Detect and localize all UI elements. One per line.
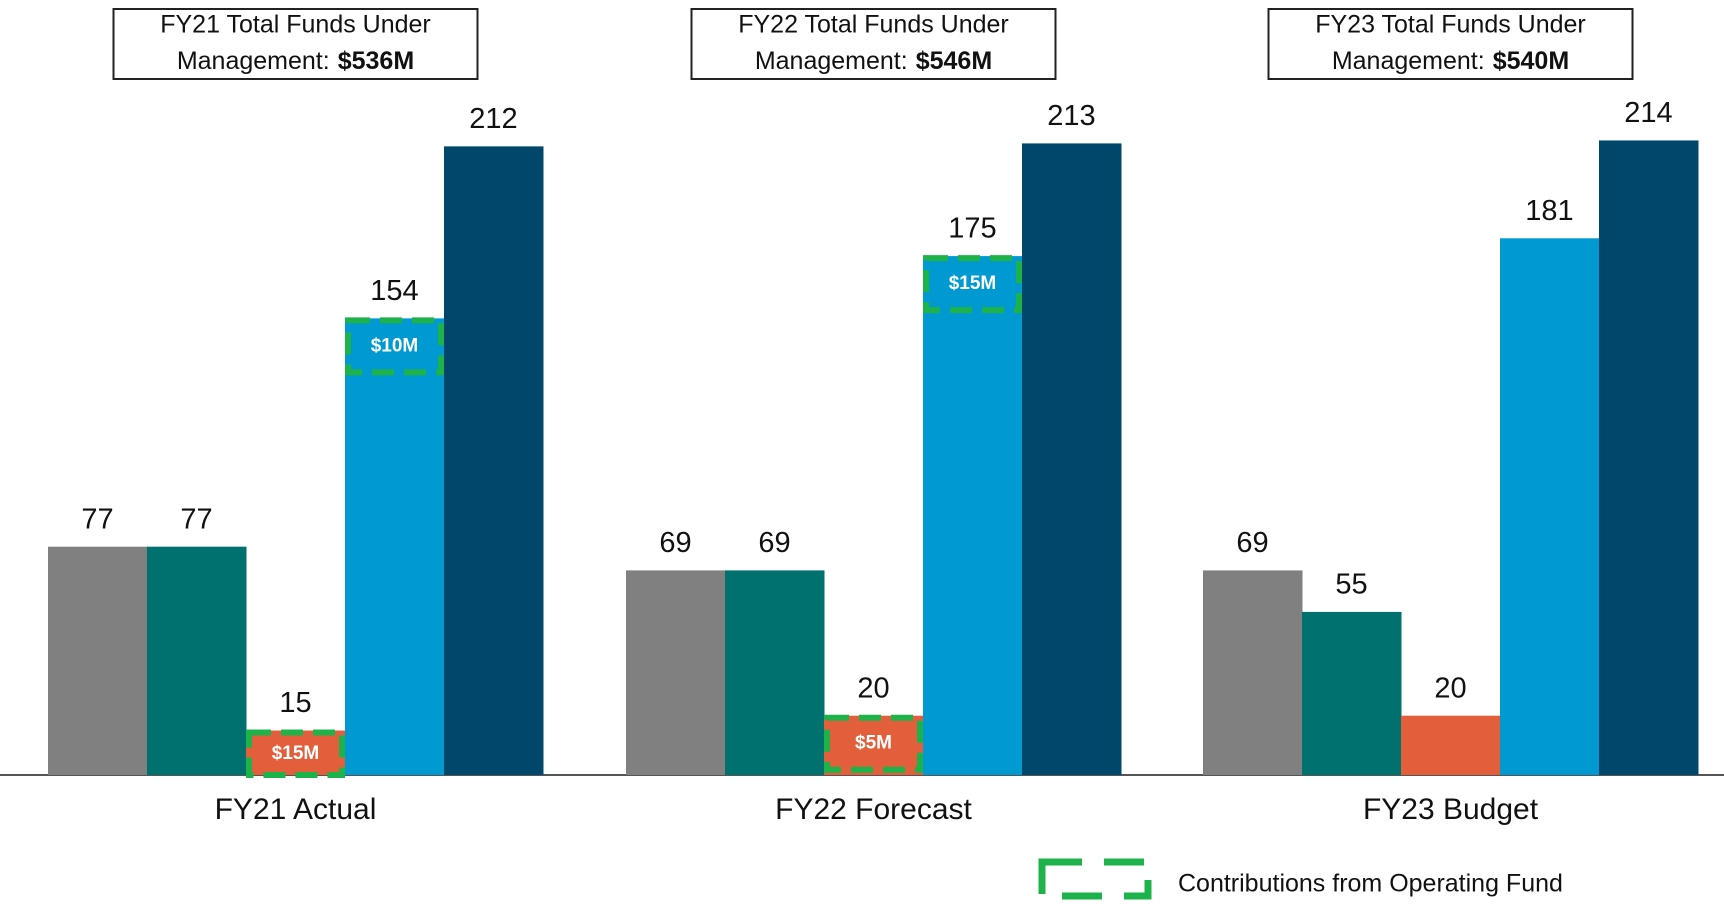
annotation-text: Management: (1332, 47, 1485, 75)
value-label: 213 (1047, 100, 1095, 132)
annotation-amount: $546M (916, 47, 992, 75)
bar (1203, 570, 1303, 775)
contribution-box (824, 714, 923, 773)
annotation-box (1267, 8, 1634, 80)
bar (444, 146, 544, 776)
bar (923, 256, 1023, 776)
annotation-line: FY22 Total Funds Under (738, 11, 1009, 39)
annotation-box (112, 8, 479, 80)
bar (147, 546, 247, 775)
annotation-text: Management: (177, 47, 330, 75)
value-label: 154 (370, 275, 418, 307)
contribution-label: $15M (272, 743, 320, 764)
x-tick-label: FY22 Forecast (775, 793, 972, 826)
bar (1401, 715, 1501, 775)
annotation-text: Management: (755, 47, 908, 75)
contribution-box (345, 317, 444, 376)
value-label: 175 (948, 213, 996, 245)
value-label: 55 (1335, 569, 1367, 601)
contribution-box (923, 255, 1022, 314)
value-label: 69 (659, 527, 691, 559)
value-label: 69 (758, 527, 790, 559)
annotation-box (690, 8, 1057, 80)
annotation-line: FY23 Total Funds Under (1315, 11, 1586, 39)
legend-icon (1038, 858, 1152, 900)
legend-label: Contributions from Operating Fund (1178, 870, 1563, 898)
bar (824, 715, 924, 775)
value-label: 15 (279, 687, 311, 719)
bar (48, 546, 148, 775)
value-label: 69 (1236, 527, 1268, 559)
x-tick-label: FY21 Actual (215, 793, 377, 826)
bar (1599, 140, 1699, 775)
annotation-amount: $536M (338, 47, 414, 75)
bar (246, 730, 346, 775)
value-label: 214 (1624, 97, 1672, 129)
contribution-label: $5M (855, 733, 892, 754)
value-label: 77 (81, 503, 113, 535)
annotation-line: Management: $536M (177, 47, 414, 75)
value-label: 77 (180, 503, 212, 535)
value-label: 20 (1434, 672, 1466, 704)
bar (626, 570, 726, 775)
annotation-line: Management: $546M (755, 47, 992, 75)
x-tick-label: FY23 Budget (1363, 793, 1539, 826)
annotation-line: Management: $540M (1332, 47, 1569, 75)
contribution-label: $15M (949, 273, 997, 294)
contribution-box (246, 729, 345, 778)
contribution-label: $10M (371, 335, 419, 356)
value-label: 20 (857, 672, 889, 704)
bar (725, 570, 825, 775)
annotation-line: FY21 Total Funds Under (160, 11, 431, 39)
value-label: 181 (1525, 195, 1573, 227)
bar (1302, 611, 1402, 775)
annotation-amount: $540M (1493, 47, 1569, 75)
bar (345, 318, 445, 775)
bar (1022, 143, 1122, 775)
bar (1500, 238, 1600, 775)
value-label: 212 (469, 103, 517, 135)
